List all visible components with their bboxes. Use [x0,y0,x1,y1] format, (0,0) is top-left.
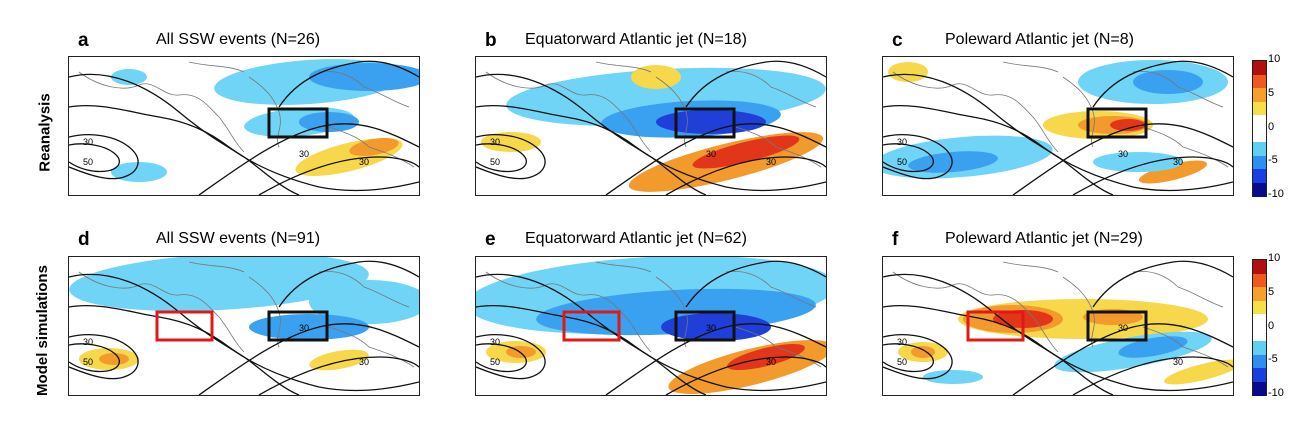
contours [69,60,419,195]
contour-label: 30 [1118,149,1128,159]
colorbar-segment [1253,61,1266,75]
contours [476,60,826,195]
panel-title-a: All SSW events (N=26) [156,31,321,48]
panel-letter-d: d [78,229,90,250]
colorbar-tick-label: 5 [1268,285,1275,298]
panel-title-f: Poleward Atlantic jet (N=29) [945,230,1143,247]
contour-label: 50 [83,357,93,367]
colorbar-segment [1253,354,1266,369]
contour-label: 30 [706,149,716,159]
contour-label: 30 [359,157,369,167]
colorbar-segment [1253,260,1266,274]
colorbar-segment [1253,88,1266,102]
colorbar-tick-label: 0 [1268,120,1275,133]
coastlines [78,261,415,368]
panel-letter-c: c [892,30,903,51]
contour-label: 50 [897,357,907,367]
colorbar-tick-label: 0 [1268,319,1275,332]
contour-label: 30 [897,137,907,147]
contour-label: 30 [83,137,93,147]
contour-label: 50 [83,157,93,167]
colorbar-tick-label: 10 [1268,252,1281,264]
pacific-box [966,310,1025,342]
colorbar-segment [1253,341,1266,355]
contour-label: 30 [1118,323,1128,333]
panel-title-b: Equatorward Atlantic jet (N=18) [525,31,747,48]
colorbar-segment [1253,142,1266,156]
panel-title-d: All SSW events (N=91) [156,230,321,247]
colorbar-tick-label: -5 [1268,154,1278,167]
pacific-box [562,310,621,342]
colorbar-tick-label: -5 [1268,353,1278,366]
contour-label: 50 [490,157,500,167]
atlantic-box [267,310,329,342]
colorbar-segment [1253,314,1266,328]
atlantic-box [674,107,736,139]
colorbar-segment [1253,327,1266,342]
colorbar-segment [1253,155,1266,170]
colorbar-segment [1253,115,1266,129]
anomaly-field [69,257,419,371]
contours [476,260,826,395]
anomaly-field [111,59,419,182]
colorbar-bottom [1252,259,1267,396]
contour-label: 30 [299,149,309,159]
map-panel-b: 30 50 30 30 [475,56,827,196]
contour-label: 30 [766,357,776,367]
contour-label: 50 [490,357,500,367]
pacific-box [155,310,214,342]
panel-letter-a: a [78,30,89,51]
anomaly-field [883,60,1228,184]
contours [883,260,1233,395]
contour-label: 30 [1173,357,1183,367]
colorbar-segment [1253,101,1266,116]
atlantic-box [1086,310,1148,342]
colorbar-segment [1253,182,1266,197]
contours [69,260,419,395]
colorbar-tick-label: -10 [1268,188,1284,200]
row-label-model: Model simulations [34,265,51,396]
contour-label: 30 [83,337,93,347]
colorbar-segment [1253,300,1266,315]
atlantic-box [1086,107,1148,139]
contour-label: 30 [490,337,500,347]
map-panel-f: 30 50 30 30 [882,256,1234,396]
panel-letter-f: f [892,229,899,250]
panel-letter-e: e [485,229,496,250]
colorbar-segment [1253,74,1266,89]
map-panel-a: 30 50 30 30 [68,56,420,196]
contour-label: 30 [766,157,776,167]
colorbar-segment [1253,287,1266,301]
contours [883,60,1233,195]
contour-label: 30 [1173,157,1183,167]
colorbar-tick-label: 5 [1268,86,1275,99]
panel-title-c: Poleward Atlantic jet (N=8) [945,31,1134,48]
map-panel-d: 30 50 30 30 [68,256,420,396]
atlantic-box [267,107,329,139]
panel-letter-b: b [485,30,497,51]
colorbar-segment [1253,368,1266,382]
contour-label: 30 [359,357,369,367]
colorbar-segment [1253,381,1266,396]
atlantic-box [674,310,736,342]
map-panel-e: 30 50 30 30 [475,256,827,396]
colorbar-segment [1253,128,1266,143]
map-panel-c: 30 50 30 30 [882,56,1234,196]
colorbar-tick-label: -10 [1268,387,1284,399]
contour-label: 50 [897,157,907,167]
contour-label: 30 [706,323,716,333]
contour-label: 30 [490,137,500,147]
panel-title-e: Equatorward Atlantic jet (N=62) [525,230,747,247]
colorbar-segment [1253,273,1266,288]
colorbar-top [1252,60,1267,197]
colorbar-tick-label: 10 [1268,53,1281,65]
contour-label: 30 [299,323,309,333]
contour-label: 30 [897,337,907,347]
colorbar-segment [1253,169,1266,183]
row-label-reanalysis: Reanalysis [36,93,54,172]
